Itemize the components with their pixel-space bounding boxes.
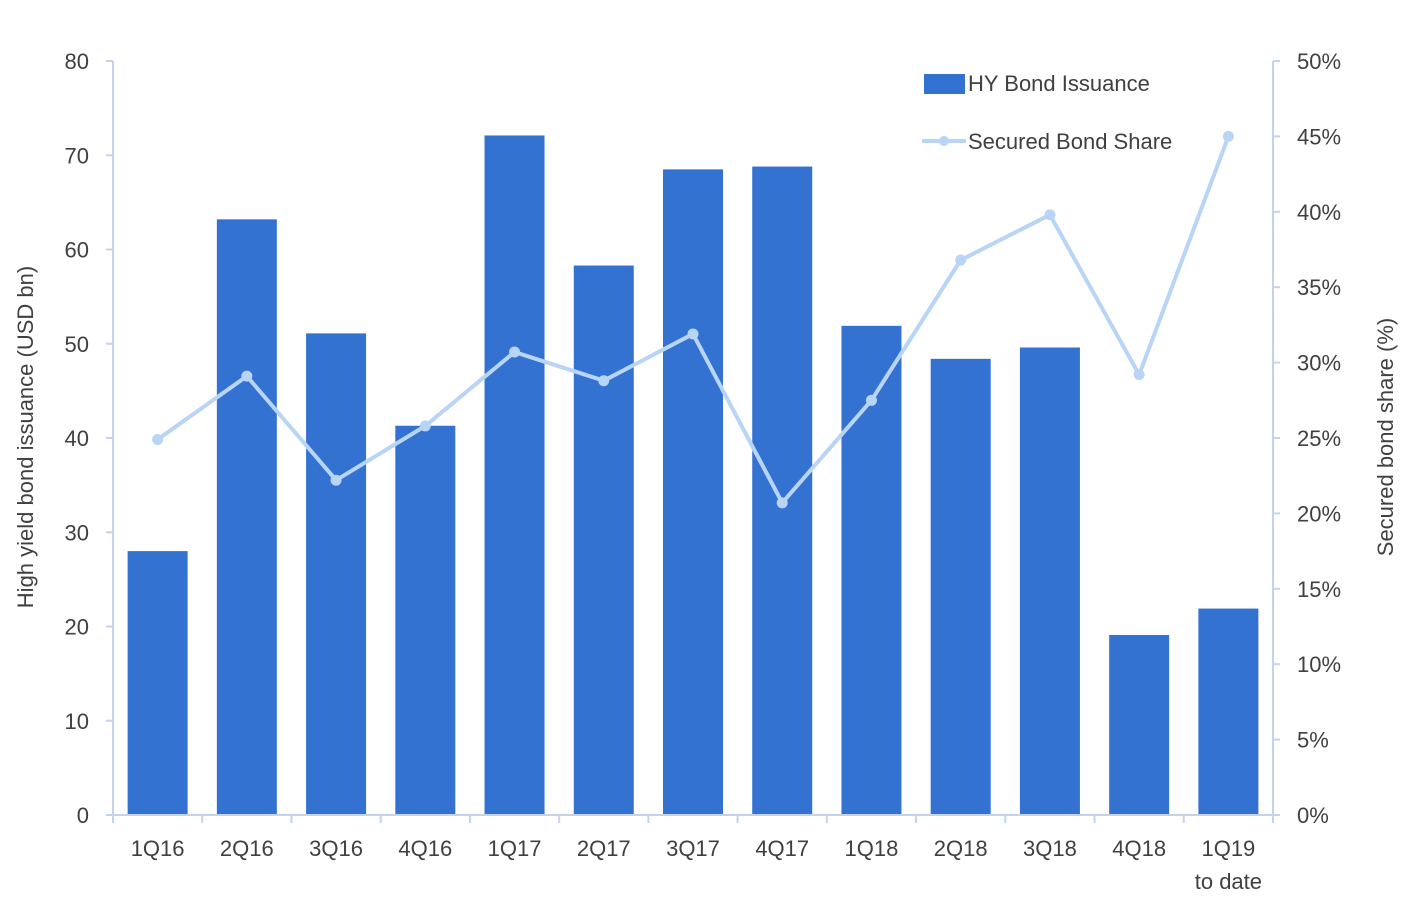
y2-tick-label: 45% bbox=[1297, 124, 1341, 149]
y-tick-label: 80 bbox=[65, 49, 89, 74]
y2-tick-label: 35% bbox=[1297, 275, 1341, 300]
y2-tick-label: 40% bbox=[1297, 200, 1341, 225]
y2-tick-label: 5% bbox=[1297, 728, 1329, 753]
y-tick-label: 70 bbox=[65, 143, 89, 168]
line-point-1 bbox=[241, 370, 253, 382]
x-tick-label: 2Q18 bbox=[934, 836, 988, 861]
line-point-8 bbox=[865, 394, 877, 406]
x-tick-label: 4Q16 bbox=[398, 836, 452, 861]
y2-tick-label: 10% bbox=[1297, 652, 1341, 677]
x-tick-label-line: to date bbox=[1195, 869, 1262, 894]
y-tick-label: 60 bbox=[65, 238, 89, 263]
line-point-0 bbox=[152, 434, 164, 446]
y2-tick-label: 30% bbox=[1297, 351, 1341, 376]
x-tick-label-line: 1Q19 bbox=[1201, 836, 1255, 861]
line-point-12 bbox=[1222, 130, 1234, 142]
x-tick-label: 1Q17 bbox=[488, 836, 542, 861]
y-tick-label: 0 bbox=[77, 803, 89, 828]
line-point-2 bbox=[330, 474, 342, 486]
line-group bbox=[152, 130, 1234, 509]
bars-group bbox=[127, 135, 1259, 816]
bar-8 bbox=[841, 325, 902, 815]
x-tick-label: 4Q17 bbox=[755, 836, 809, 861]
bar-2 bbox=[306, 333, 367, 815]
y2-tick-label: 50% bbox=[1297, 49, 1341, 74]
x-tick-label: 1Q16 bbox=[131, 836, 185, 861]
y-tick-label: 20 bbox=[65, 615, 89, 640]
legend-bar-swatch bbox=[924, 74, 965, 94]
bar-10 bbox=[1019, 347, 1080, 815]
line-point-4 bbox=[509, 346, 521, 358]
legend: HY Bond Issuance Secured Bond Share bbox=[922, 71, 1172, 154]
bar-6 bbox=[663, 169, 723, 815]
bar-7 bbox=[752, 166, 813, 815]
bar-5 bbox=[573, 265, 634, 816]
line-point-5 bbox=[598, 375, 610, 387]
bar-4 bbox=[484, 135, 545, 815]
x-tick-label: 2Q16 bbox=[220, 836, 274, 861]
y-axis-title: High yield bond issuance (USD bn) bbox=[13, 266, 38, 608]
bar-9 bbox=[930, 358, 991, 815]
line-point-9 bbox=[955, 254, 967, 266]
x-tick-label: 4Q18 bbox=[1112, 836, 1166, 861]
line-point-11 bbox=[1133, 369, 1145, 381]
y2-axis-title: Secured bond share (%) bbox=[1373, 318, 1398, 556]
x-tick-label: 1Q18 bbox=[845, 836, 899, 861]
line-point-6 bbox=[687, 328, 699, 340]
y-tick-label: 50 bbox=[65, 332, 89, 357]
line-point-7 bbox=[776, 497, 788, 509]
bar-12 bbox=[1198, 608, 1259, 815]
legend-line-label: Secured Bond Share bbox=[968, 129, 1172, 154]
line-point-3 bbox=[419, 420, 431, 432]
axes-group: 0 10 20 30 40 50 60 70 80 0% 5% 10% 15% 20% 25% 30% 35% 4… bbox=[65, 49, 1342, 894]
x-tick-label: 3Q18 bbox=[1023, 836, 1077, 861]
x-tick-label: 3Q16 bbox=[309, 836, 363, 861]
y-tick-label: 30 bbox=[65, 520, 89, 545]
x-tick-label: 2Q17 bbox=[577, 836, 631, 861]
y-tick-label: 10 bbox=[65, 709, 89, 734]
y2-tick-label: 20% bbox=[1297, 501, 1341, 526]
x-tick-label: 1Q19 to date bbox=[1195, 836, 1262, 894]
line-point-10 bbox=[1044, 209, 1056, 221]
legend-bar-label: HY Bond Issuance bbox=[968, 71, 1150, 96]
y-tick-label: 40 bbox=[65, 426, 89, 451]
bar-11 bbox=[1109, 634, 1170, 815]
bar-1 bbox=[216, 219, 277, 816]
bar-3 bbox=[395, 425, 456, 815]
y2-tick-label: 0% bbox=[1297, 803, 1329, 828]
y2-tick-label: 25% bbox=[1297, 426, 1341, 451]
x-tick-label: 3Q17 bbox=[666, 836, 720, 861]
legend-line-marker bbox=[939, 136, 949, 146]
bar-0 bbox=[127, 551, 188, 815]
y2-tick-label: 15% bbox=[1297, 577, 1341, 602]
